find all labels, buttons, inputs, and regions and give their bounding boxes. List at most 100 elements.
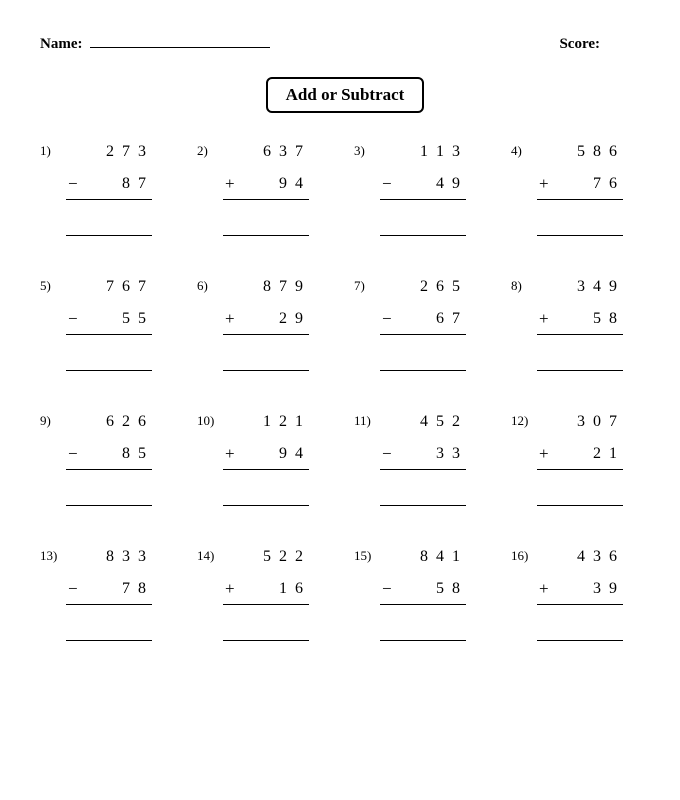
problem: 11)4 5 2−3 3 <box>354 411 493 506</box>
top-operand: 6 2 6 <box>66 411 152 433</box>
problem-number: 6) <box>197 276 223 294</box>
operator: + <box>225 579 235 599</box>
problem-number: 13) <box>40 546 66 564</box>
operator: + <box>225 444 235 464</box>
top-operand: 3 4 9 <box>537 276 623 298</box>
answer-blank[interactable] <box>537 206 623 236</box>
problem-number: 3) <box>354 141 380 159</box>
answer-blank[interactable] <box>380 476 466 506</box>
operator: + <box>225 174 235 194</box>
top-operand: 2 7 3 <box>66 141 152 163</box>
answer-blank[interactable] <box>380 341 466 371</box>
problem-number: 14) <box>197 546 223 564</box>
equals-rule <box>223 199 309 200</box>
answer-blank[interactable] <box>537 476 623 506</box>
answer-blank[interactable] <box>66 341 152 371</box>
problem-stack: 5 2 2 +1 6 <box>223 546 309 641</box>
equals-rule <box>223 604 309 605</box>
problem: 15)8 4 1−5 8 <box>354 546 493 641</box>
operator: − <box>382 309 392 329</box>
bottom-operand: 5 8 <box>436 580 462 598</box>
problem-stack: 4 3 6 +3 9 <box>537 546 623 641</box>
problem-stack: 8 7 9+2 9 <box>223 276 309 371</box>
answer-blank[interactable] <box>223 341 309 371</box>
operator: + <box>539 174 549 194</box>
problem: 7)2 6 5 − 6 7 <box>354 276 493 371</box>
operator: + <box>539 309 549 329</box>
answer-blank[interactable] <box>223 206 309 236</box>
problem-number: 7) <box>354 276 380 294</box>
top-operand: 4 3 6 <box>537 546 623 568</box>
operator: − <box>68 309 78 329</box>
bottom-operand: 6 7 <box>436 310 462 328</box>
bottom-row: − 6 7 <box>380 308 466 330</box>
problem: 9)6 2 6−8 5 <box>40 411 179 506</box>
bottom-operand: 3 9 <box>593 580 619 598</box>
bottom-operand: 2 1 <box>593 445 619 463</box>
problem-stack: 2 7 3 −8 7 <box>66 141 152 236</box>
problem-stack: 8 4 1−5 8 <box>380 546 466 641</box>
problem-stack: 6 3 7+9 4 <box>223 141 309 236</box>
equals-rule <box>537 604 623 605</box>
answer-blank[interactable] <box>66 611 152 641</box>
bottom-row: +5 8 <box>537 308 623 330</box>
bottom-operand: 5 5 <box>122 310 148 328</box>
problem: 12)3 0 7 +2 1 <box>511 411 650 506</box>
bottom-row: −4 9 <box>380 173 466 195</box>
bottom-row: +9 4 <box>223 443 309 465</box>
answer-blank[interactable] <box>66 476 152 506</box>
name-label: Name: <box>40 36 82 52</box>
problem-number: 15) <box>354 546 380 564</box>
bottom-operand: 7 6 <box>593 175 619 193</box>
score-label: Score: <box>559 36 600 53</box>
bottom-operand: 9 4 <box>279 445 305 463</box>
name-blank-line[interactable] <box>90 47 270 48</box>
top-operand: 5 2 2 <box>223 546 309 568</box>
bottom-operand: 8 5 <box>122 445 148 463</box>
top-operand: 2 6 5 <box>380 276 466 298</box>
name-field: Name: <box>40 36 270 53</box>
top-operand: 1 1 3 <box>380 141 466 163</box>
equals-rule <box>380 334 466 335</box>
answer-blank[interactable] <box>380 611 466 641</box>
bottom-row: +7 6 <box>537 173 623 195</box>
equals-rule <box>537 334 623 335</box>
problem-stack: 6 2 6 − 8 5 <box>66 411 152 506</box>
problem-number: 12) <box>511 411 537 429</box>
answer-blank[interactable] <box>223 611 309 641</box>
operator: + <box>539 444 549 464</box>
top-operand: 8 7 9 <box>223 276 309 298</box>
problem-stack: 3 0 7 +2 1 <box>537 411 623 506</box>
equals-rule <box>66 199 152 200</box>
problem-number: 8) <box>511 276 537 294</box>
answer-blank[interactable] <box>537 611 623 641</box>
bottom-row: −8 7 <box>66 173 152 195</box>
top-operand: 3 0 7 <box>537 411 623 433</box>
problem: 13)8 3 3−7 8 <box>40 546 179 641</box>
problem-stack: 3 4 9 +5 8 <box>537 276 623 371</box>
operator: + <box>539 579 549 599</box>
bottom-row: − 5 5 <box>66 308 152 330</box>
operator: − <box>382 444 392 464</box>
bottom-operand: 4 9 <box>436 175 462 193</box>
operator: − <box>68 444 78 464</box>
bottom-row: +3 9 <box>537 578 623 600</box>
problem: 8)3 4 9 +5 8 <box>511 276 650 371</box>
answer-blank[interactable] <box>537 341 623 371</box>
answer-blank[interactable] <box>223 476 309 506</box>
title-container: Add or Subtract <box>40 77 650 113</box>
operator: + <box>225 309 235 329</box>
equals-rule <box>66 604 152 605</box>
problem-stack: 4 5 2−3 3 <box>380 411 466 506</box>
bottom-operand: 1 6 <box>279 580 305 598</box>
problem-number: 5) <box>40 276 66 294</box>
top-operand: 8 3 3 <box>66 546 152 568</box>
problem: 5)7 6 7−5 5 <box>40 276 179 371</box>
problem: 16)4 3 6+3 9 <box>511 546 650 641</box>
bottom-row: −3 3 <box>380 443 466 465</box>
answer-blank[interactable] <box>66 206 152 236</box>
answer-blank[interactable] <box>380 206 466 236</box>
bottom-row: +2 1 <box>537 443 623 465</box>
problem-stack: 1 1 3 −4 9 <box>380 141 466 236</box>
bottom-row: +1 6 <box>223 578 309 600</box>
